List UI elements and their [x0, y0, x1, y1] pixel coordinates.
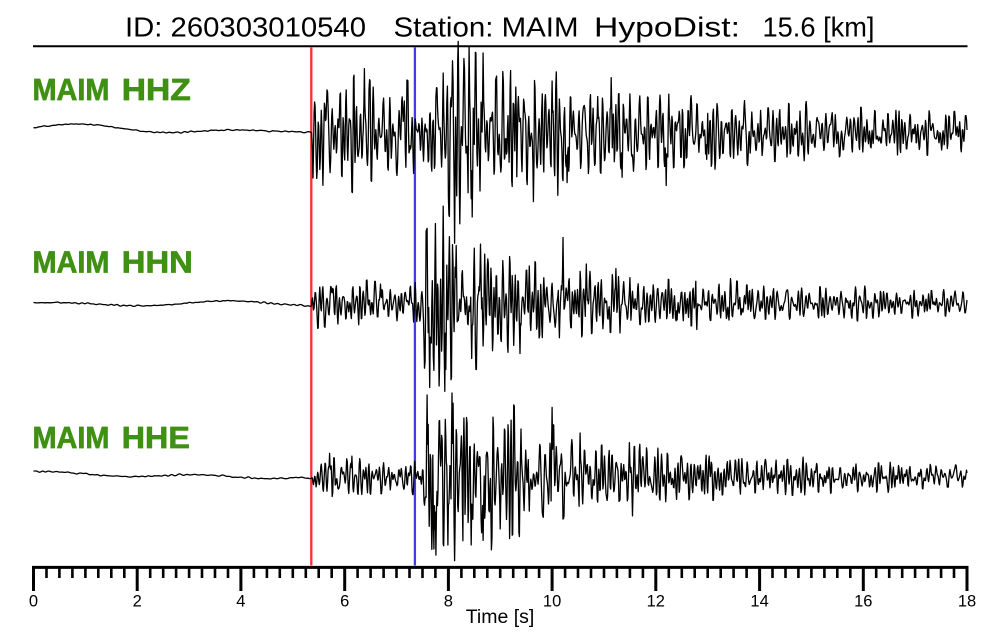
svg-text:HHZ: HHZ — [122, 72, 191, 107]
svg-text:4: 4 — [236, 593, 245, 611]
svg-text:MAIM: MAIM — [33, 244, 110, 279]
svg-text:HHE: HHE — [122, 420, 190, 455]
svg-text:MAIM: MAIM — [33, 420, 110, 455]
svg-text:0: 0 — [29, 593, 38, 611]
svg-text:6: 6 — [340, 593, 349, 611]
svg-text:8: 8 — [444, 593, 453, 611]
svg-text:18: 18 — [958, 593, 976, 611]
svg-text:Station: MAIM: Station: MAIM — [394, 11, 579, 42]
svg-text:10: 10 — [543, 593, 561, 611]
svg-text:HypoDist:: HypoDist: — [594, 11, 740, 42]
svg-text:MAIM: MAIM — [33, 72, 110, 107]
svg-text:12: 12 — [647, 593, 665, 611]
svg-text:ID: 260303010540: ID: 260303010540 — [125, 11, 366, 42]
svg-text:HHN: HHN — [122, 244, 193, 279]
svg-text:15.6 [km]: 15.6 [km] — [763, 11, 875, 42]
svg-text:14: 14 — [750, 593, 768, 611]
svg-text:Time [s]: Time [s] — [466, 606, 535, 628]
svg-text:16: 16 — [854, 593, 872, 611]
svg-text:2: 2 — [133, 593, 142, 611]
